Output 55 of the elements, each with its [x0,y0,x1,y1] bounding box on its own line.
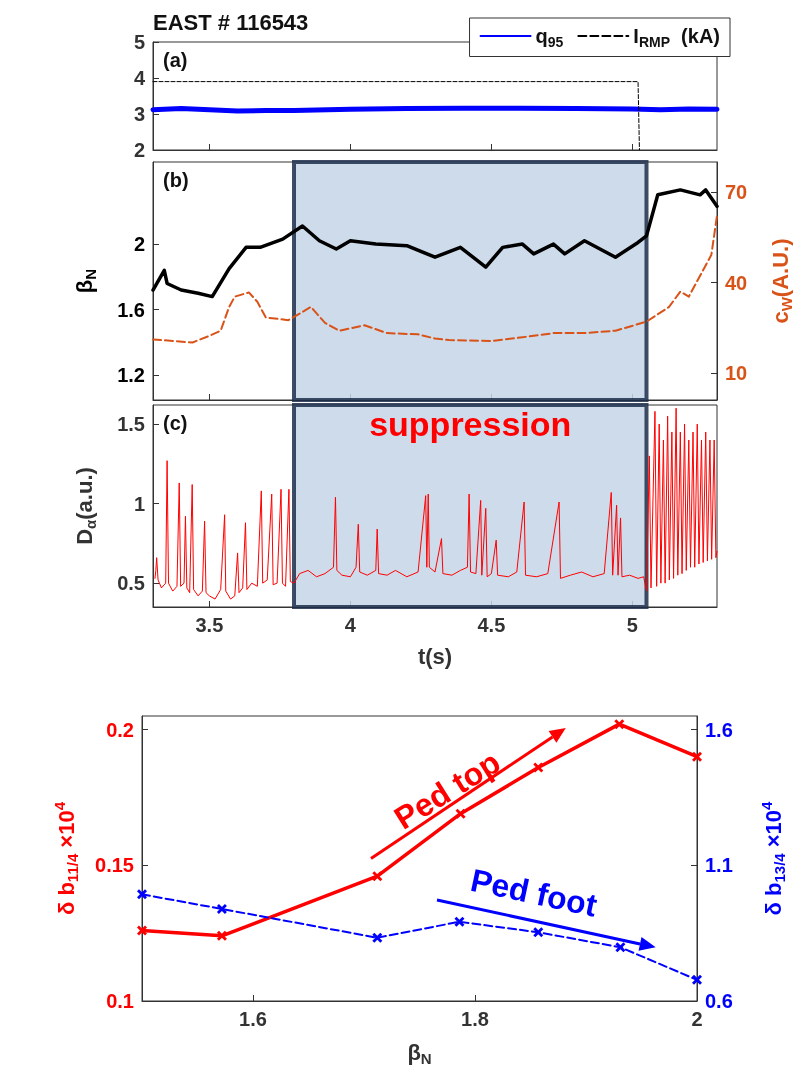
x-tick-label: 5 [626,614,638,636]
y-tick-label: 1 [133,492,145,515]
point [533,927,544,938]
point [137,925,147,936]
y2-tick-label: 70 [725,181,748,204]
y2-axis-title: cW(A.U.) [768,238,795,324]
y-axis-title: Dα(a.u.) [72,467,99,545]
x-tick-label: 4.5 [477,614,506,636]
y2-tick-label: 0.6 [705,990,733,1012]
y-tick-label: 2 [133,139,145,161]
band-label: suppression [369,405,572,443]
y-tick-label: 1.5 [117,413,145,436]
y2-tick-label: 1.1 [705,854,733,877]
y-tick-label: 0.15 [95,854,134,877]
line-series [152,214,718,344]
point [372,871,383,882]
y-tick-label: 2 [133,233,145,256]
x-tick-label: 1.6 [239,1008,267,1030]
x-tick-label: 3.5 [195,614,224,636]
point [216,930,227,941]
y-tick-label: 3 [133,103,145,125]
annotation: (c) [163,412,188,434]
point [372,932,383,943]
point [455,808,466,819]
point [216,903,227,914]
y-tick-label: 0.2 [106,718,134,741]
line-series [154,407,718,600]
x-tick-label: 1.8 [461,1008,489,1030]
y2-tick-label: 40 [725,271,748,294]
chart-title: EAST # 116543 [153,9,309,35]
point [533,762,544,773]
y-tick-label: 1.6 [117,298,145,321]
y-tick-label: 0.5 [117,572,145,595]
point [692,974,702,985]
point [615,942,626,953]
y2-axis-title: δ b13/4 ×104 [758,800,788,916]
y2-tick-label: 1.6 [705,718,733,741]
y-axis-title: δ b11/4 ×104 [51,801,81,916]
y-tick-label: 5 [133,31,145,53]
annotation: (b) [163,169,189,191]
point [614,719,625,730]
y2-tick-label: 10 [725,361,748,384]
y-tick-label: 1.2 [117,364,145,387]
annotation: Ped top [387,743,507,837]
annotation: Ped foot [467,861,601,924]
annotation: (a) [163,49,188,71]
x-tick-label: 2 [691,1008,703,1030]
y-axis-title: βN [72,268,99,294]
y-tick-label: 4 [133,67,146,89]
point [137,889,147,900]
point [692,751,702,762]
x-tick-label: 4 [344,614,357,636]
x-axis-title: t(s) [417,643,453,669]
y-tick-label: 0.1 [106,990,134,1012]
point [454,916,465,927]
